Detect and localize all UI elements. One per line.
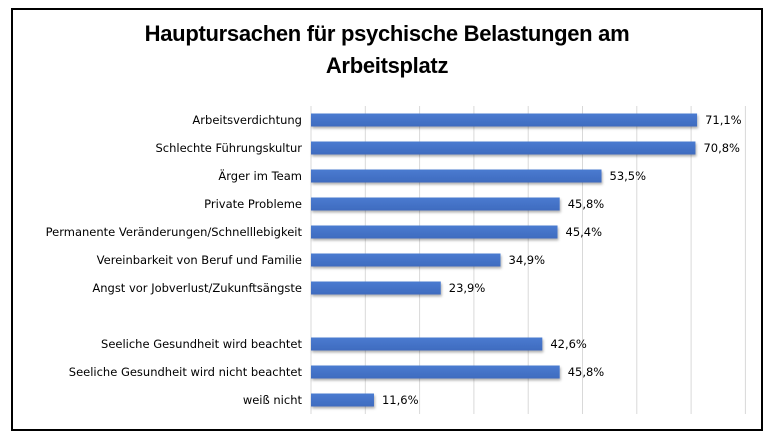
bar (311, 197, 560, 211)
chart-title-line-2: Arbeitsplatz (325, 53, 449, 78)
category-label: weiß nicht (243, 393, 303, 407)
category-label: Schlechte Führungskultur (155, 141, 302, 155)
category-label: Ärger im Team (218, 168, 302, 183)
value-label: 71,1% (705, 113, 742, 127)
category-label: Vereinbarkeit von Beruf und Familie (97, 253, 302, 267)
value-label: 45,8% (568, 197, 605, 211)
value-label: 11,6% (382, 393, 419, 407)
chart-frame (11, 8, 763, 431)
bar (311, 281, 441, 295)
value-label: 45,8% (568, 365, 605, 379)
bar (311, 337, 543, 351)
value-label: 42,6% (550, 337, 587, 351)
category-label: Angst vor Jobverlust/Zukunftsängste (92, 281, 302, 295)
value-label: 34,9% (509, 253, 546, 267)
category-label: Permanente Veränderungen/Schnelllebigkei… (46, 225, 303, 239)
category-label: Arbeitsverdichtung (192, 113, 302, 127)
bar (311, 169, 602, 183)
bar (311, 393, 374, 407)
bar (311, 225, 558, 239)
bar (311, 113, 698, 127)
category-label: Seeliche Gesundheit wird beachtet (101, 337, 302, 351)
value-label: 45,4% (566, 225, 603, 239)
value-label: 23,9% (449, 281, 486, 295)
bar (311, 365, 560, 379)
chart-title: Hauptursachen für psychische Belastungen… (11, 18, 763, 82)
category-label: Seeliche Gesundheit wird nicht beachtet (69, 365, 303, 379)
value-label: 70,8% (703, 141, 740, 155)
chart-title-line-1: Hauptursachen für psychische Belastungen… (144, 21, 630, 46)
bar (311, 253, 501, 267)
bar (311, 141, 696, 155)
category-label: Private Probleme (204, 197, 302, 211)
value-label: 53,5% (610, 169, 647, 183)
